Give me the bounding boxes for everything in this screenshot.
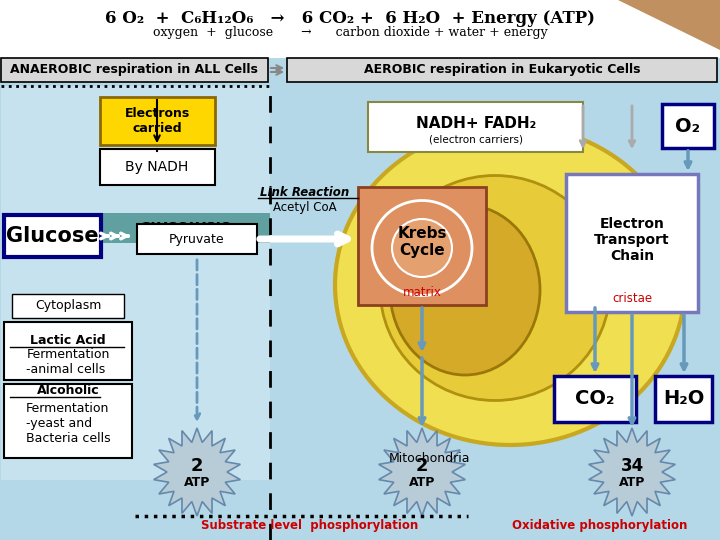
Bar: [1, 58, 268, 82]
Bar: [554, 376, 636, 422]
Text: 2: 2: [415, 457, 428, 475]
Bar: [12, 294, 124, 318]
Text: Fermentation
-animal cells: Fermentation -animal cells: [27, 348, 109, 376]
Text: matrix: matrix: [402, 287, 441, 300]
Text: Acetyl CoA: Acetyl CoA: [273, 201, 337, 214]
Text: cristae: cristae: [612, 292, 652, 305]
Bar: [100, 149, 215, 185]
Bar: [0, 0, 720, 58]
Bar: [287, 58, 717, 82]
Text: Oxidative phosphorylation: Oxidative phosphorylation: [513, 518, 688, 531]
Text: Electron
Transport
Chain: Electron Transport Chain: [594, 217, 670, 263]
Ellipse shape: [380, 176, 610, 401]
Text: By NADH: By NADH: [125, 160, 189, 174]
Bar: [4, 215, 101, 257]
Text: Lactic Acid: Lactic Acid: [30, 334, 106, 347]
Text: Alcoholic: Alcoholic: [37, 383, 99, 396]
Bar: [1, 86, 270, 480]
Bar: [100, 213, 270, 243]
Text: CO₂: CO₂: [575, 389, 615, 408]
Polygon shape: [618, 0, 720, 50]
Bar: [137, 224, 257, 254]
Text: (electron carriers): (electron carriers): [429, 135, 523, 145]
Text: GLYCOLYSIS: GLYCOLYSIS: [139, 221, 231, 235]
Ellipse shape: [390, 205, 540, 375]
Text: Mitochondria: Mitochondria: [390, 451, 471, 464]
Text: Substrate level  phosphorylation: Substrate level phosphorylation: [202, 518, 418, 531]
Ellipse shape: [392, 219, 452, 277]
Bar: [655, 376, 712, 422]
Text: O₂: O₂: [675, 117, 701, 136]
Polygon shape: [589, 428, 675, 516]
Text: Link Reaction: Link Reaction: [261, 186, 350, 199]
Text: ANAEROBIC respiration in ALL Cells: ANAEROBIC respiration in ALL Cells: [10, 64, 258, 77]
Bar: [662, 104, 714, 148]
Text: Pyruvate: Pyruvate: [169, 233, 225, 246]
Bar: [4, 322, 132, 380]
Bar: [4, 384, 132, 458]
Polygon shape: [153, 428, 240, 516]
Bar: [368, 102, 583, 152]
Text: ATP: ATP: [409, 476, 435, 489]
Text: 6 O₂  +  C₆H₁₂O₆   →   6 CO₂ +  6 H₂O  + Energy (ATP): 6 O₂ + C₆H₁₂O₆ → 6 CO₂ + 6 H₂O + Energy …: [105, 10, 595, 27]
Bar: [0, 58, 720, 540]
Text: oxygen  +  glucose       →      carbon dioxide + water + energy: oxygen + glucose → carbon dioxide + wate…: [153, 26, 547, 39]
Bar: [100, 97, 215, 145]
Text: Fermentation
-yeast and
Bacteria cells: Fermentation -yeast and Bacteria cells: [26, 402, 110, 444]
Bar: [566, 174, 698, 312]
Text: H₂O: H₂O: [663, 389, 705, 408]
Text: 2: 2: [191, 457, 203, 475]
Text: NADH+ FADH₂: NADH+ FADH₂: [416, 117, 536, 132]
Text: 34: 34: [621, 457, 644, 475]
Text: Glucose: Glucose: [6, 226, 99, 246]
Text: Electrons
carried: Electrons carried: [125, 107, 189, 135]
Text: ATP: ATP: [184, 476, 210, 489]
Text: ATP: ATP: [618, 476, 645, 489]
Ellipse shape: [335, 125, 685, 445]
Text: AEROBIC respiration in Eukaryotic Cells: AEROBIC respiration in Eukaryotic Cells: [364, 64, 640, 77]
Text: Krebs
Cycle: Krebs Cycle: [397, 226, 446, 258]
Polygon shape: [379, 428, 465, 516]
Bar: [358, 187, 486, 305]
Text: Cytoplasm: Cytoplasm: [35, 300, 102, 313]
